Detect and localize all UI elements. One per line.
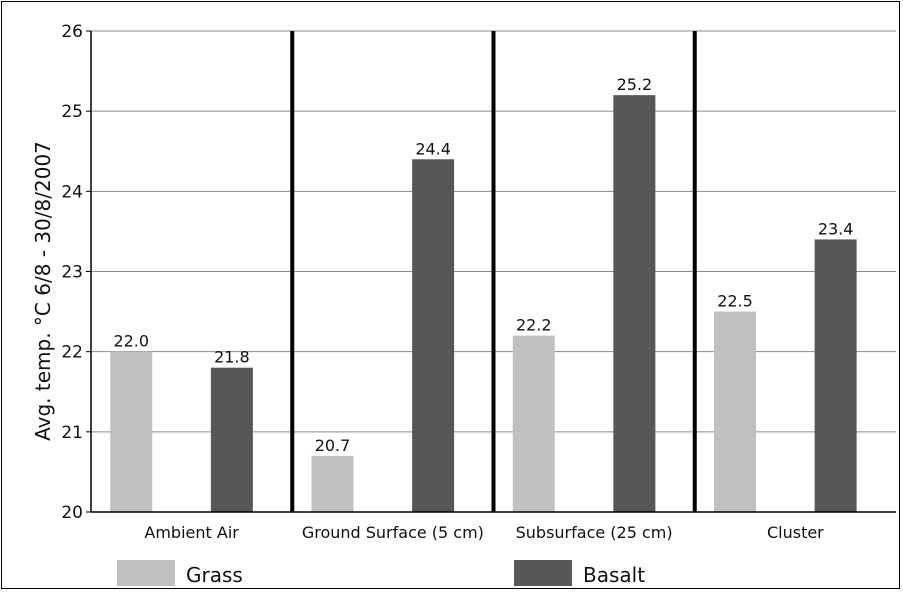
legend-label: Basalt: [583, 563, 645, 587]
y-tick-label: 21: [61, 423, 83, 443]
bar-grass: [110, 351, 153, 512]
y-tick-label: 25: [61, 102, 83, 122]
data-label: 23.4: [818, 219, 854, 238]
data-label: 22.0: [113, 332, 149, 351]
data-labels: 22.0 21.8 20.7 24.4 22.2 25.2 22.5 23.4: [113, 75, 853, 455]
category-label: Ground Surface (5 cm): [302, 523, 484, 542]
axes: [86, 30, 896, 513]
category-label: Cluster: [767, 523, 824, 542]
data-label: 22.2: [516, 316, 552, 335]
legend-label: Grass: [186, 563, 243, 587]
legend: Grass Basalt: [117, 560, 645, 587]
legend-swatch-basalt: [514, 560, 572, 586]
legend-swatch-grass: [117, 560, 175, 586]
category-label: Ambient Air: [144, 523, 239, 542]
y-tick-label: 24: [61, 182, 83, 202]
category-label: Subsurface (25 cm): [516, 523, 673, 542]
bar-grass: [512, 335, 555, 512]
data-label: 25.2: [617, 75, 653, 94]
bar-basalt: [814, 239, 857, 512]
category-labels: Ambient Air Ground Surface (5 cm) Subsurfa…: [144, 523, 824, 542]
y-tick-labels: 20 21 22 23 24 25 26: [61, 22, 83, 523]
bar-grass: [714, 311, 756, 512]
y-tick-label: 26: [61, 22, 83, 42]
data-label: 20.7: [315, 436, 351, 455]
data-label: 24.4: [415, 139, 451, 158]
group-dividers: [290, 31, 697, 512]
y-axis-label: Avg. temp. °C 6/8 - 30/8/2007: [31, 141, 55, 441]
y-tick-label: 23: [61, 263, 83, 283]
bar-basalt: [613, 95, 656, 512]
bars: [110, 95, 857, 512]
y-tick-label: 22: [61, 343, 83, 363]
bar-basalt: [210, 367, 253, 512]
y-tick-label: 20: [61, 503, 83, 523]
bar-basalt: [412, 159, 455, 512]
data-label: 21.8: [214, 348, 250, 367]
bar-grass: [311, 455, 354, 512]
data-label: 22.5: [717, 292, 753, 311]
